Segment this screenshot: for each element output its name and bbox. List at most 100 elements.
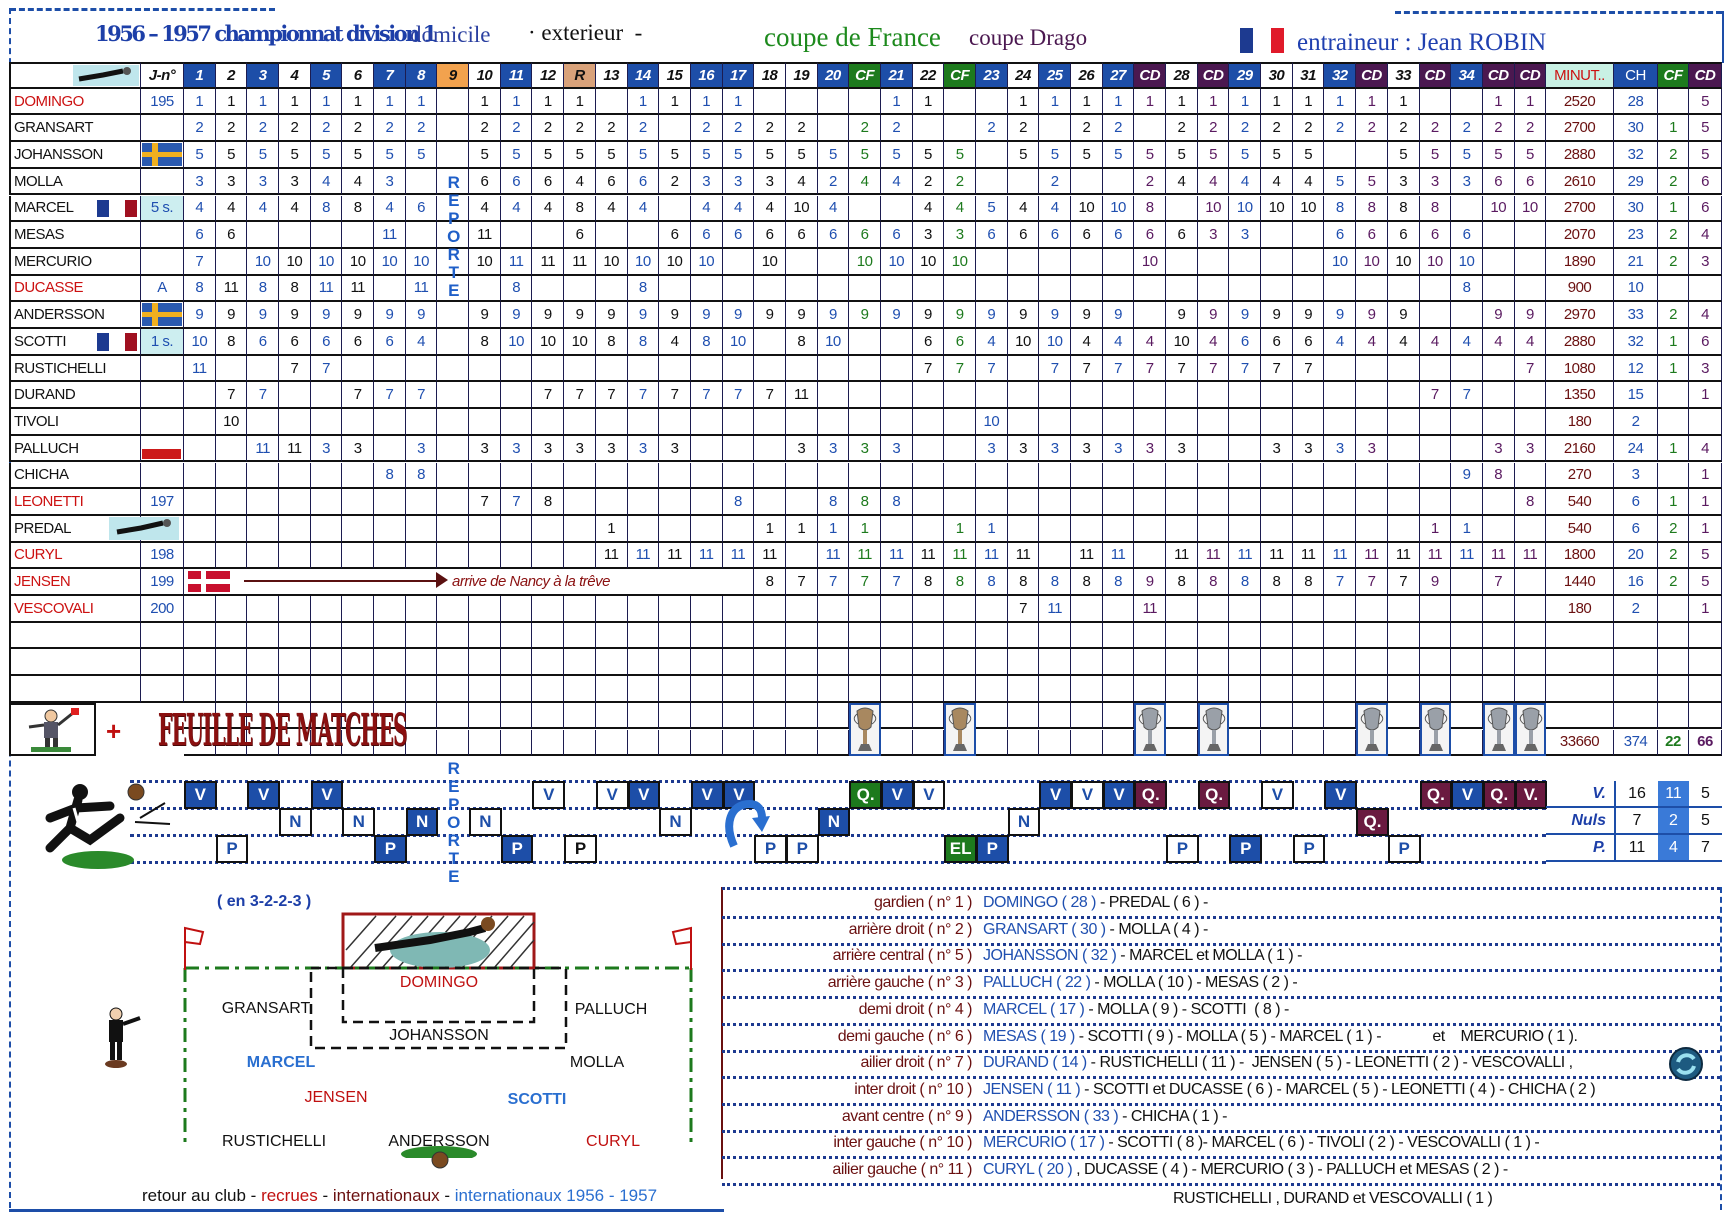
lineup-cell (500, 462, 533, 490)
lineup-cell: 2 (469, 115, 501, 143)
lineup-cell (1039, 489, 1072, 516)
lineup-cell (215, 462, 248, 490)
lineup-cell: 8 (1356, 195, 1388, 223)
lineup-cell (976, 142, 1008, 169)
lineup-cell: 4 (1482, 329, 1515, 356)
lineup-cell: 10 (310, 248, 343, 276)
lineup-cell (215, 248, 248, 276)
lineup-cell (659, 355, 691, 383)
result-1: V (184, 781, 217, 809)
lineup-cell (754, 489, 786, 516)
lineup-cell: 5 (912, 142, 945, 169)
player-name: LEONETTI (9, 489, 141, 516)
lineup-cell (1387, 489, 1420, 516)
lineup-cell: 8 (627, 275, 660, 303)
lineup-cell (310, 489, 343, 516)
lineup-cell (1166, 248, 1198, 276)
lineup-cell: 3 (722, 168, 755, 196)
lineup-cell: 7 (944, 355, 976, 383)
lineup-cell (627, 489, 660, 516)
trophy-row-cell (1324, 729, 1357, 757)
lineup-cell: 5 (1007, 142, 1040, 169)
summary-cups-b: 5 (1689, 808, 1722, 835)
lineup-cell (912, 409, 945, 436)
empty-cell (342, 676, 375, 703)
lineup-cell: 7 (1292, 355, 1325, 383)
lineup-cell (247, 355, 280, 383)
position-row: demi gauche ( n° 6 ) MESAS ( 19 ) - SCOTT… (722, 1024, 1720, 1053)
lineup-cell (817, 462, 850, 490)
trophy-row-cell (469, 729, 501, 757)
lineup-cell (1166, 489, 1198, 516)
match-header-5: 5 (310, 62, 343, 89)
lineup-cell: 6 (1166, 222, 1198, 249)
total-ch: 30 (1614, 115, 1658, 143)
lineup-cell (944, 115, 976, 143)
player-name: MARCEL (9, 195, 141, 223)
lineup-cell (1166, 409, 1198, 436)
total-ch: 32 (1614, 329, 1658, 356)
lineup-cell (342, 355, 375, 383)
lineup-cell: 1 (1229, 88, 1262, 116)
lineup-cell: 11 (944, 542, 976, 570)
frame-top-right-dashed (1395, 11, 1722, 14)
lineup-cell: 4 (849, 168, 881, 196)
result-43: V. (1514, 781, 1548, 809)
lineup-cell (690, 596, 723, 623)
total-min: 2700 (1546, 115, 1614, 143)
player-name: MESAS (9, 222, 141, 249)
match-header-2: 2 (215, 62, 248, 89)
lineup-cell: 9 (247, 302, 280, 329)
total-min: 2610 (1546, 168, 1614, 196)
lineup-cell: 4 (1166, 168, 1198, 196)
trophy-row-cell (437, 729, 470, 757)
lineup-cell (184, 409, 216, 436)
lineup-cell (247, 542, 280, 570)
player-debut-number (141, 382, 184, 410)
flag-blue (97, 333, 109, 351)
total-ch: 30 (1614, 195, 1658, 223)
lineup-cell: 4 (342, 168, 375, 196)
lineup-cell (1356, 355, 1388, 383)
lineup-cell (279, 489, 311, 516)
result-26: P (976, 835, 1009, 863)
lineup-cell: 5 (976, 195, 1008, 223)
lineup-cell (374, 542, 406, 570)
lineup-cell (690, 409, 723, 436)
lineup-cell (659, 596, 691, 623)
empty-cell (1261, 622, 1293, 650)
lineup-cell: 7 (405, 382, 438, 410)
lineup-cell: 10 (976, 409, 1008, 436)
lineup-cell: 4 (912, 195, 945, 223)
lineup-cell (1229, 515, 1262, 543)
lineup-cell: 2 (785, 115, 818, 143)
player-name: JENSEN (9, 569, 141, 596)
player-name: PALLUCH (9, 435, 141, 463)
player-debut-number (141, 168, 184, 196)
lineup-cell (1482, 222, 1515, 249)
player-debut-number: 1 s. (141, 329, 184, 356)
lineup-cell: 10 (912, 248, 945, 276)
poland-flag-icon (142, 449, 181, 460)
lineup-cell (944, 88, 976, 116)
trophy-row-cell (215, 702, 248, 730)
lineup-cell: 9 (627, 302, 660, 329)
empty-cell (754, 649, 786, 677)
total-min: 1800 (1546, 542, 1614, 570)
lineup-cell: 11 (279, 435, 311, 463)
total-min: 2970 (1546, 302, 1614, 329)
player-name: TIVOLI (9, 409, 141, 436)
trophy-row-cell (1324, 702, 1357, 730)
lineup-cell: 10 (469, 248, 501, 276)
position-label: demi droit ( n° 4 ) (858, 1000, 973, 1018)
player-name: VESCOVALI (9, 596, 141, 623)
lineup-cell: 6 (1261, 329, 1293, 356)
result-22: Q. (849, 781, 882, 809)
lineup-cell: 6 (659, 222, 691, 249)
lineup-cell: 4 (184, 195, 216, 223)
summary-championship: 16 (1614, 781, 1658, 808)
summary-label: V. (1546, 781, 1614, 808)
lineup-cell (247, 222, 280, 249)
lineup-cell (279, 222, 311, 249)
lineup-cell (785, 248, 818, 276)
